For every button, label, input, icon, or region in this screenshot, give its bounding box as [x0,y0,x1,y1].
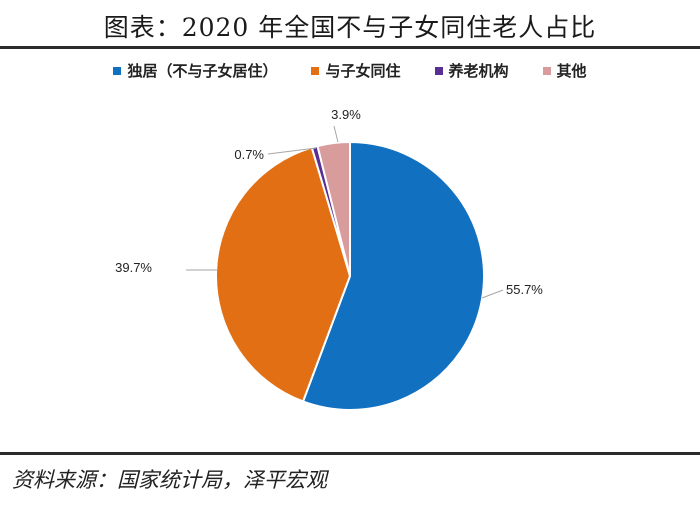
slice-living-alone [301,140,485,411]
legend-item-with-children: 与子女同住 [311,60,401,81]
pie-chart: 55.7% 39.7% 0.7% 3.9% [115,107,543,411]
slice-with-children [214,146,352,403]
label-living-alone: 55.7% [506,282,543,297]
label-with-children: 39.7% [115,260,152,275]
legend-label: 独居（不与子女居住） [127,62,278,80]
legend-label: 其他 [556,62,587,80]
legend-item-living-alone: 独居（不与子女居住） [113,60,277,81]
label-care-institution: 0.7% [234,147,264,162]
source-note: 资料来源：国家统计局，泽平宏观 [12,468,327,492]
label-other: 3.9% [331,107,361,122]
legend-item-other: 其他 [542,60,587,81]
legend-swatch [311,66,320,75]
leader-line [333,125,339,143]
bottom-divider [0,452,700,455]
legend: 独居（不与子女居住） 与子女同住 养老机构 其他 [0,60,700,81]
slice-other [316,140,351,277]
legend-swatch [434,66,443,75]
chart-title: 图表：2020 年全国不与子女同住老人占比 [103,13,597,42]
legend-swatch [542,66,551,75]
legend-label: 与子女同住 [325,62,401,80]
leader-line [267,147,317,155]
top-divider [0,46,700,49]
legend-item-care-institution: 养老机构 [434,60,509,81]
legend-label: 养老机构 [448,62,509,80]
leader-line [481,289,504,299]
legend-swatch [113,66,122,75]
